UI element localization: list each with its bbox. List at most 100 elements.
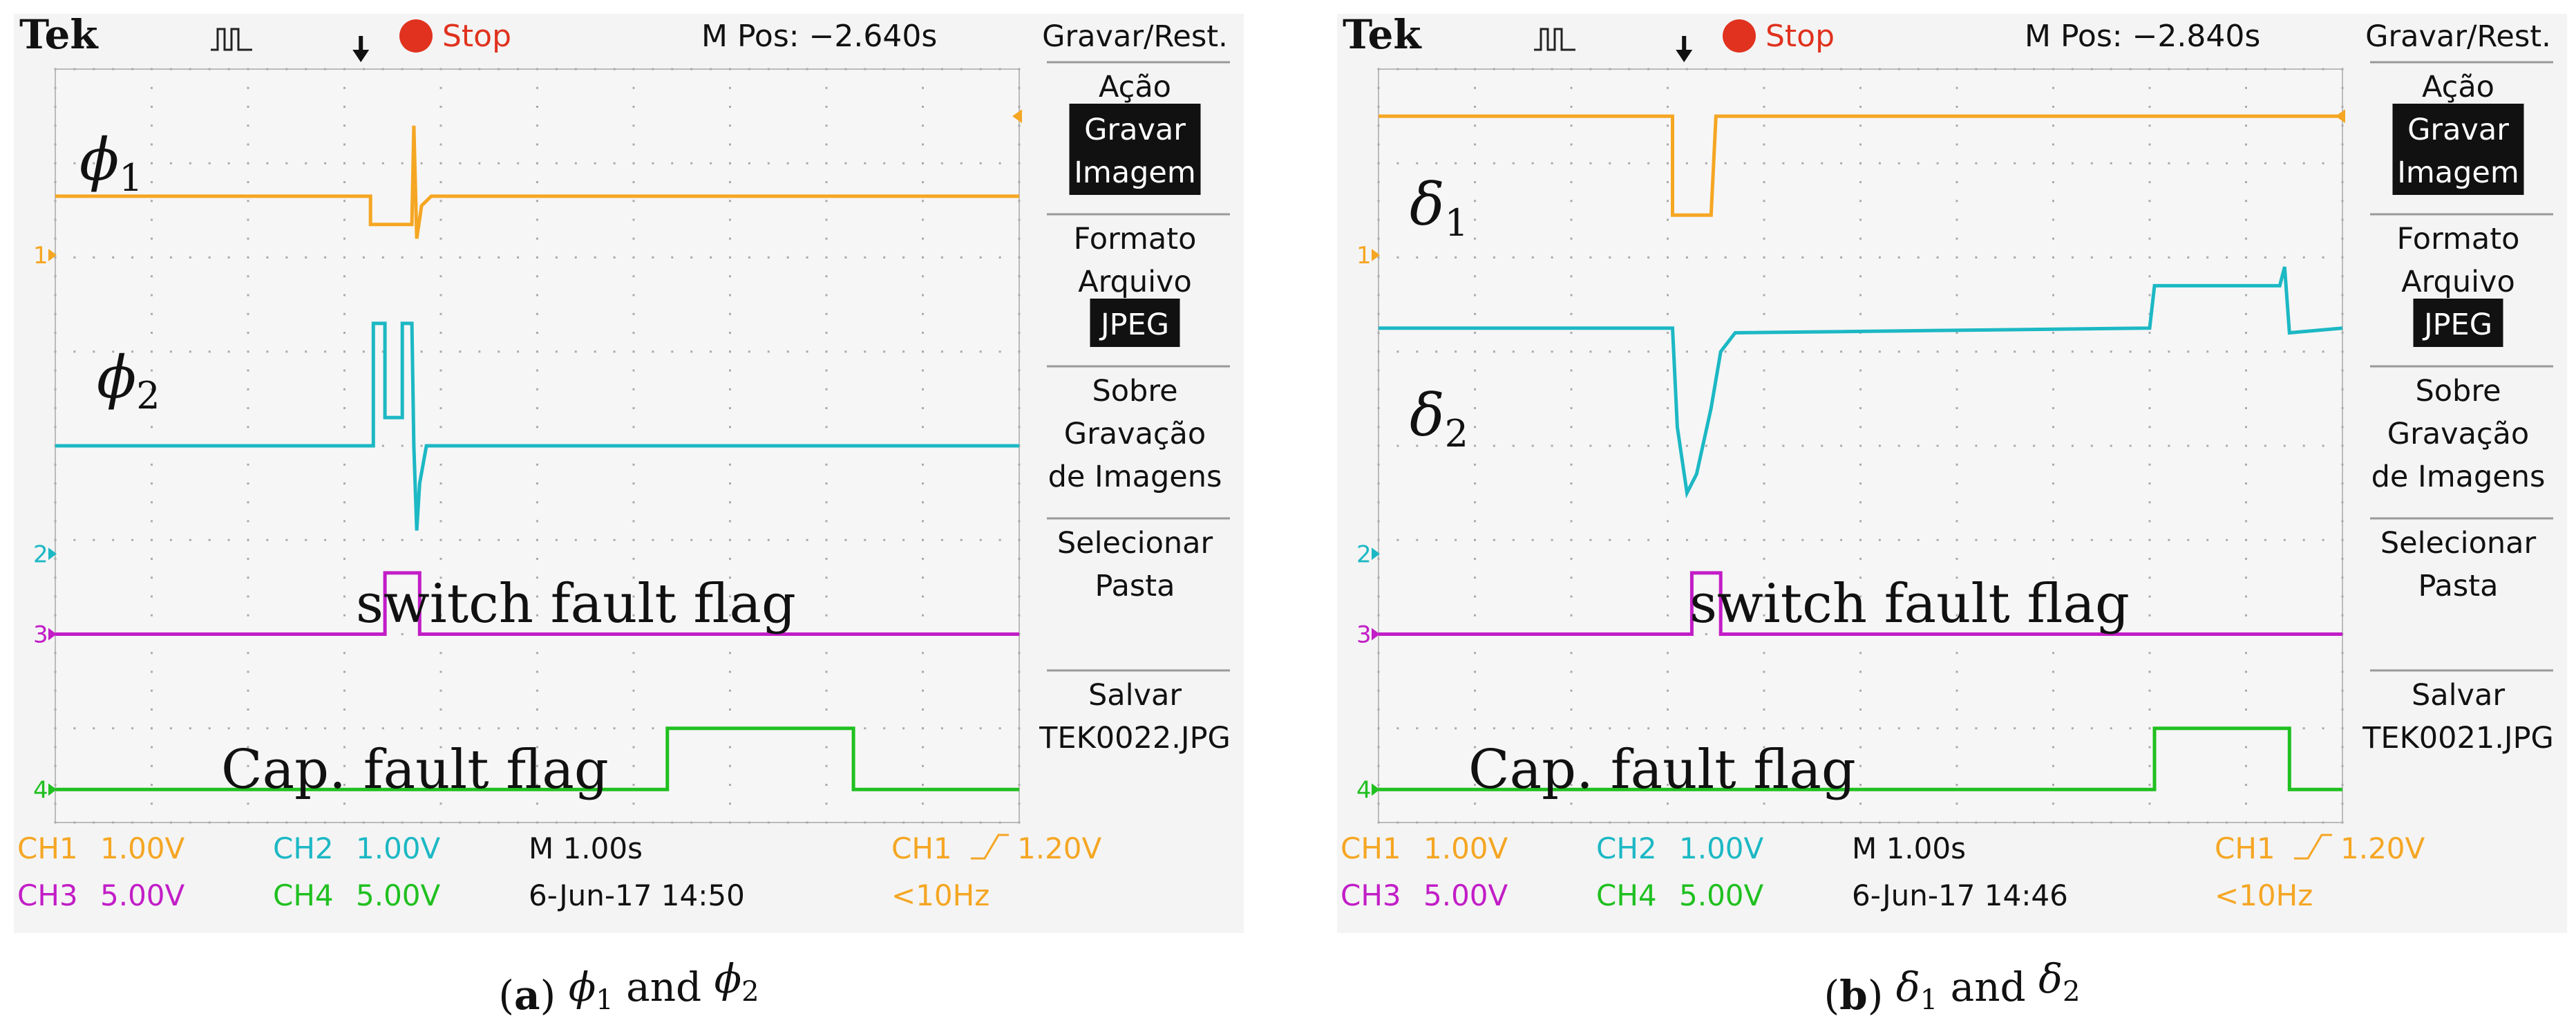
grid-dot xyxy=(1512,68,1515,70)
grid-dot xyxy=(1435,727,1438,730)
grid-dot xyxy=(151,369,153,372)
grid-dot xyxy=(1936,538,1939,541)
grid-dot xyxy=(2148,614,2151,617)
grid-dot xyxy=(1570,312,1573,315)
grid-dot xyxy=(2206,256,2209,258)
grid-dot xyxy=(324,727,327,730)
trace-ch2 xyxy=(55,321,1019,531)
grid-dot xyxy=(151,294,153,297)
grid-dot xyxy=(1724,821,1727,824)
grid-dot xyxy=(2129,350,2132,353)
grid-dot xyxy=(401,162,404,164)
grid-dot xyxy=(536,501,538,504)
grid-dot xyxy=(2129,256,2132,258)
grid-dot xyxy=(54,727,57,730)
grid-dot xyxy=(1609,162,1611,164)
grid-dot xyxy=(1377,218,1380,221)
grid-dot xyxy=(1724,162,1727,164)
grid-dot xyxy=(825,143,828,146)
grid-dot xyxy=(2110,538,2112,541)
grid-dot xyxy=(498,68,500,70)
grid-dot xyxy=(1570,350,1573,353)
grid-dot xyxy=(2014,821,2016,824)
grid-dot xyxy=(2052,86,2054,89)
grid-dot xyxy=(2052,294,2054,297)
grid-dot xyxy=(844,256,847,258)
grid-dot xyxy=(2187,162,2190,164)
grid-dot xyxy=(1474,332,1476,334)
grid-dot xyxy=(247,538,249,541)
grid-dot xyxy=(825,86,828,89)
ch1-ground-marker-icon xyxy=(1372,248,1380,261)
grid-dot xyxy=(1570,275,1573,278)
grid-dot xyxy=(1474,106,1476,108)
grid-dot xyxy=(54,821,57,824)
menu-highlight-line: Gravar xyxy=(1084,113,1186,147)
grid-dot xyxy=(343,802,345,805)
grid-dot xyxy=(1018,68,1021,70)
grid-dot xyxy=(93,256,95,258)
grid-dot xyxy=(1570,802,1573,805)
grid-dot xyxy=(439,652,442,655)
grid-dot xyxy=(1743,350,1746,353)
grid-dot xyxy=(1377,444,1380,447)
grid-dot xyxy=(613,350,616,353)
grid-dot xyxy=(2245,689,2247,692)
grid-dot xyxy=(324,68,327,70)
grid-dot xyxy=(1840,821,1843,824)
grid-dot xyxy=(2341,143,2344,146)
grid-dot xyxy=(1859,595,1862,598)
grid-dot xyxy=(439,670,442,673)
grid-dot xyxy=(2148,727,2151,730)
grid-dot xyxy=(844,68,847,70)
grid-dot xyxy=(844,162,847,164)
grid-dot xyxy=(169,68,172,70)
grid-dot xyxy=(1955,124,1958,127)
grid-dot xyxy=(825,332,828,334)
grid-dot xyxy=(93,350,95,353)
caption-part: and xyxy=(614,964,714,1010)
grid-dot xyxy=(1878,727,1881,730)
grid-dot xyxy=(2090,256,2093,258)
grid-dot xyxy=(459,162,462,164)
grid-dot xyxy=(343,312,345,315)
grid-dot xyxy=(536,482,538,485)
grid-dot xyxy=(1821,538,1824,541)
grid-dot xyxy=(1763,689,1765,692)
grid-dot xyxy=(574,162,577,164)
grid-dot xyxy=(1859,256,1862,258)
grid-dot xyxy=(247,181,249,183)
grid-dot xyxy=(729,426,731,429)
grid-dot xyxy=(2341,482,2344,485)
grid-dot xyxy=(478,350,481,353)
grid-dot xyxy=(1667,784,1669,786)
grid-dot xyxy=(2129,727,2132,730)
grid-dot xyxy=(247,501,249,504)
trace1-subscript: 1 xyxy=(1445,201,1468,245)
grid-dot xyxy=(1377,181,1380,183)
grid-dot xyxy=(748,350,750,353)
grid-dot xyxy=(1474,407,1476,409)
grid-dot xyxy=(54,312,57,315)
grid-dot xyxy=(2090,350,2093,353)
grid-dot xyxy=(1512,538,1515,541)
grid-dot xyxy=(151,652,153,655)
grid-dot xyxy=(1936,821,1939,824)
grid-dot xyxy=(536,86,538,89)
menu-title: Gravar/Rest. xyxy=(1042,19,1228,54)
grid-dot xyxy=(1455,538,1457,541)
grid-dot xyxy=(1763,708,1765,711)
grid-dot xyxy=(2341,388,2344,391)
menu-item-line: de Imagens xyxy=(1048,460,1222,494)
grid-dot xyxy=(2033,444,2036,447)
grid-dot xyxy=(1493,538,1495,541)
grid-dot xyxy=(2168,821,2170,824)
grid-dot xyxy=(536,312,538,315)
grid-dot xyxy=(305,68,307,70)
grid-dot xyxy=(54,558,57,560)
grid-dot xyxy=(247,86,249,89)
grid-dot xyxy=(729,332,731,334)
grid-dot xyxy=(131,68,134,70)
grid-dot xyxy=(439,388,442,391)
ch1-ground-marker-label: 1 xyxy=(33,242,48,270)
